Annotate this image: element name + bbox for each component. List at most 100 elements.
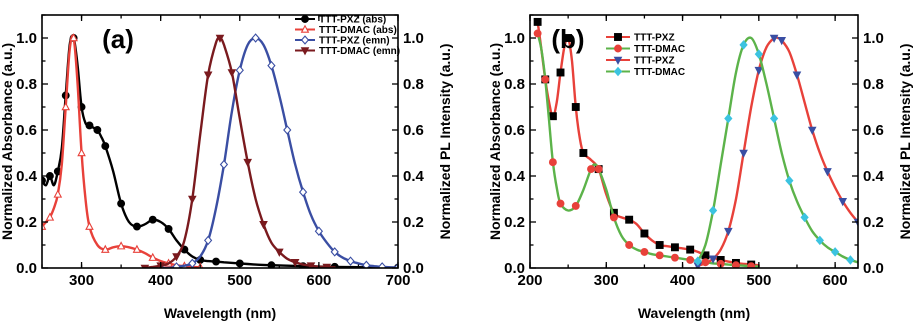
x-tick-label: 400 xyxy=(670,272,695,289)
y-tick-label-left: 0.8 xyxy=(504,76,525,93)
series-3-point xyxy=(203,71,213,80)
series-0-point xyxy=(117,199,126,208)
series-1-point xyxy=(541,75,550,84)
series-0-point xyxy=(93,126,102,134)
x-tick-label: 500 xyxy=(746,272,771,289)
series-3-point xyxy=(708,205,718,216)
series-group xyxy=(533,17,858,268)
series-0-point xyxy=(655,241,664,249)
y-tick-label-right: 1.0 xyxy=(863,30,884,47)
series-2-point xyxy=(724,227,733,237)
x-axis-title: Wavelength (nm) xyxy=(164,305,276,321)
series-2-point xyxy=(172,262,181,268)
series-3-point xyxy=(769,113,779,124)
y-tick-label-right: 0.4 xyxy=(403,168,425,185)
series-line-2 xyxy=(696,36,858,267)
series-2-point xyxy=(346,256,355,266)
y-tick-label-left: 0.4 xyxy=(504,168,526,185)
series-1-point xyxy=(77,148,86,157)
plot-frame xyxy=(529,14,859,269)
series-1-point xyxy=(100,244,110,253)
series-3-point xyxy=(846,255,855,265)
series-0-point xyxy=(625,215,634,224)
series-3-point xyxy=(275,248,284,257)
series-1-point xyxy=(548,158,557,167)
legend-marker xyxy=(614,44,622,53)
x-tick-label: 600 xyxy=(823,272,848,289)
series-2-point xyxy=(267,60,276,71)
y-tick-label-right: 0.0 xyxy=(863,260,884,277)
series-0-point xyxy=(164,224,173,233)
series-2-point xyxy=(754,66,764,76)
legend-marker xyxy=(300,35,310,45)
chart-panel-b: 200 300 400 500 600 0.0 0.0 0.2 0.2 0.4 0.4 0.6 0.6 0… xyxy=(487,14,913,321)
x-axis-title: Wavelength (nm) xyxy=(638,305,750,321)
series-3-point xyxy=(227,69,237,78)
series-2-point xyxy=(314,226,324,236)
series-0-point xyxy=(564,34,573,42)
panel-label: (a) xyxy=(102,24,134,54)
series-1-point xyxy=(116,241,126,250)
y-axis-title-right: Normalized PL Intensity (a.u.) xyxy=(437,44,453,240)
series-0-point xyxy=(579,149,588,157)
series-3-point xyxy=(215,34,225,43)
series-1-point xyxy=(533,29,542,38)
legend-label: TTT-DMAC (abs) xyxy=(319,25,397,36)
y-tick-label-right: 0.8 xyxy=(403,76,424,93)
y-axis-title-left: Normalized Absorbance (a.u.) xyxy=(487,43,503,240)
series-line-3 xyxy=(696,36,858,264)
series-1-point xyxy=(625,241,634,249)
y-tick-label-right: 1.0 xyxy=(403,30,424,47)
series-0-point xyxy=(533,17,542,26)
series-1-point xyxy=(61,102,71,111)
legend-label: TTT-DMAC xyxy=(634,44,685,55)
series-3-point xyxy=(815,235,824,246)
series-1-point xyxy=(42,221,47,230)
legend-label: TTT-PXZ (abs) xyxy=(319,15,386,26)
y-tick-label-left: 0.6 xyxy=(16,122,37,139)
series-2-point xyxy=(330,247,339,257)
series-1-point xyxy=(587,165,595,174)
series-1-point xyxy=(45,212,55,221)
x-tick-label: 300 xyxy=(594,272,619,289)
y-tick-label-right: 0.6 xyxy=(403,122,424,139)
series-0-point xyxy=(132,222,141,231)
series-3-point xyxy=(754,49,763,59)
series-0-point xyxy=(548,112,557,121)
x-tick-label: 300 xyxy=(69,272,94,289)
legend-marker xyxy=(614,33,622,41)
series-3-point xyxy=(306,262,316,268)
y-axis-title-right: Normalized PL Intensity (a.u.) xyxy=(897,44,913,240)
y-tick-label-left: 0.6 xyxy=(504,122,525,139)
y-tick-label-left: 1.0 xyxy=(16,30,37,47)
series-3-point xyxy=(693,256,702,266)
series-2-point xyxy=(739,149,748,158)
y-axis-title-left: Normalized Absorbance (a.u.) xyxy=(0,43,15,240)
series-3-point xyxy=(785,175,794,186)
y-tick-label-left: 1.0 xyxy=(504,30,525,47)
series-2-point xyxy=(235,65,244,75)
series-0-point xyxy=(571,103,580,111)
series-2-point xyxy=(807,126,817,135)
series-1-point xyxy=(609,213,618,222)
series-2-point xyxy=(204,235,213,246)
series-3-point xyxy=(290,258,300,268)
x-tick-label: 500 xyxy=(227,272,252,289)
series-2-point xyxy=(823,168,832,177)
series-1-point xyxy=(655,251,664,260)
series-line-2 xyxy=(159,36,398,268)
series-2-point xyxy=(362,260,371,268)
series-3-point xyxy=(724,113,733,124)
y-tick-label-right: 0.4 xyxy=(863,168,885,185)
series-2-point xyxy=(298,187,308,197)
series-0-point xyxy=(42,176,46,185)
series-2-point xyxy=(792,71,802,80)
y-tick-label-right: 0.0 xyxy=(403,260,424,277)
series-group xyxy=(42,33,398,268)
series-2-point xyxy=(283,125,292,135)
y-tick-label-left: 0.2 xyxy=(504,214,525,231)
series-2-point xyxy=(251,33,260,43)
series-line-1 xyxy=(42,34,202,268)
series-3-point xyxy=(830,247,840,257)
